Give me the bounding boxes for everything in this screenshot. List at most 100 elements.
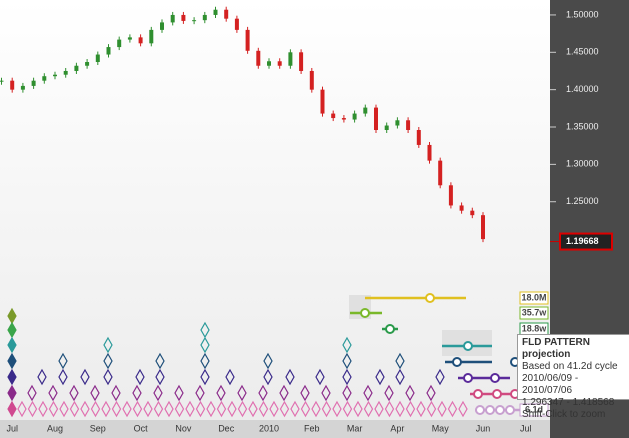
candle: [427, 144, 432, 161]
diamond: [279, 400, 290, 418]
cycle-label: 35.7w: [522, 307, 548, 317]
diamond: [258, 384, 268, 402]
cycle-diamonds: [7, 293, 520, 418]
candle: [267, 61, 271, 66]
x-tick-label: Aug: [47, 423, 63, 433]
diamond: [27, 384, 37, 402]
candle: [320, 89, 325, 114]
projection-dot: [463, 373, 473, 383]
candle: [181, 14, 186, 21]
diamond: [17, 400, 27, 418]
tooltip-line: 2010/06/09 - 2010/07/06: [522, 373, 579, 396]
cycle-box: [519, 306, 549, 320]
diamond: [248, 400, 258, 418]
candle: [213, 9, 218, 15]
diamond: [155, 352, 165, 370]
candle: [20, 85, 25, 90]
x-tick-label: Dec: [218, 423, 235, 433]
diamond: [80, 368, 90, 386]
diamond: [37, 368, 47, 386]
diamond: [58, 352, 68, 370]
diamond: [216, 384, 226, 402]
diamond: [332, 400, 342, 418]
y-tick-label: 1.50000: [566, 9, 599, 19]
candle: [127, 37, 132, 40]
projection-dot: [492, 389, 502, 399]
diamond: [103, 368, 113, 386]
diamond: [447, 400, 458, 418]
diamond: [437, 400, 447, 418]
diamond: [111, 384, 121, 402]
diamond: [384, 400, 395, 418]
projection-dot: [360, 308, 370, 318]
y-tick-label: 1.25000: [566, 196, 599, 206]
diamond: [195, 384, 205, 402]
diamond: [69, 400, 80, 418]
diamond: [7, 352, 17, 370]
x-tick-label: Nov: [175, 423, 192, 433]
candle: [95, 54, 100, 63]
diamond: [321, 400, 332, 418]
candle: [448, 185, 453, 206]
candle: [85, 62, 90, 66]
diamond: [237, 400, 248, 418]
diamond: [153, 384, 163, 402]
diamond: [155, 368, 165, 386]
projection-dot: [425, 293, 435, 303]
candle: [288, 52, 293, 66]
diamond: [27, 400, 38, 418]
diamond: [164, 400, 174, 418]
diamond: [426, 384, 436, 402]
diamond: [416, 400, 426, 418]
x-tick-label: Sep: [90, 423, 106, 433]
projection-dot: [452, 357, 462, 367]
projection-dot: [473, 389, 483, 399]
diamond: [458, 400, 468, 418]
candle: [160, 22, 164, 30]
diamond: [200, 352, 210, 370]
diamond: [342, 336, 352, 354]
diamond: [363, 384, 373, 402]
diamond: [135, 368, 145, 386]
x-tick-label: 2010: [259, 423, 279, 433]
candle: [416, 130, 421, 145]
cycle-label: 18.8w: [522, 323, 548, 333]
diamond: [374, 400, 384, 418]
y-tick-label: 1.40000: [566, 84, 599, 94]
candle: [277, 61, 282, 66]
diamond: [227, 400, 237, 418]
candle: [406, 120, 411, 130]
diamond: [174, 400, 185, 418]
diamond: [122, 400, 132, 418]
tooltip-title: FLD PATTERN projection: [522, 337, 590, 360]
diamond: [69, 384, 79, 402]
diamond: [90, 384, 100, 402]
diamond: [7, 368, 17, 386]
diamond: [101, 400, 111, 418]
diamond: [290, 400, 300, 418]
candle: [374, 107, 378, 130]
y-tick-label: 1.35000: [566, 121, 599, 131]
price-box: [559, 232, 613, 251]
marks: 1.50000 1.45000 1.40000 1.35000 1.30000 1.250…: [0, 6, 613, 433]
x-tick-label: May: [432, 423, 450, 433]
candle: [245, 29, 250, 51]
candle: [42, 76, 47, 81]
diamond: [38, 400, 48, 418]
diamond: [342, 400, 353, 418]
tooltip: FLD PATTERN projection Based on 41.2d cy…: [517, 334, 629, 420]
diamond: [311, 400, 321, 418]
projection-dot: [495, 405, 505, 415]
diamond: [48, 400, 59, 418]
diamond: [363, 400, 374, 418]
diamond: [90, 400, 101, 418]
tooltip-line: Shift-Click to zoom: [522, 409, 606, 420]
x-tick-label: Mar: [347, 423, 363, 433]
diamond: [375, 368, 385, 386]
x-tick-label: Apr: [390, 423, 404, 433]
diamond: [174, 384, 184, 402]
diamond: [225, 368, 235, 386]
diamond: [263, 352, 273, 370]
